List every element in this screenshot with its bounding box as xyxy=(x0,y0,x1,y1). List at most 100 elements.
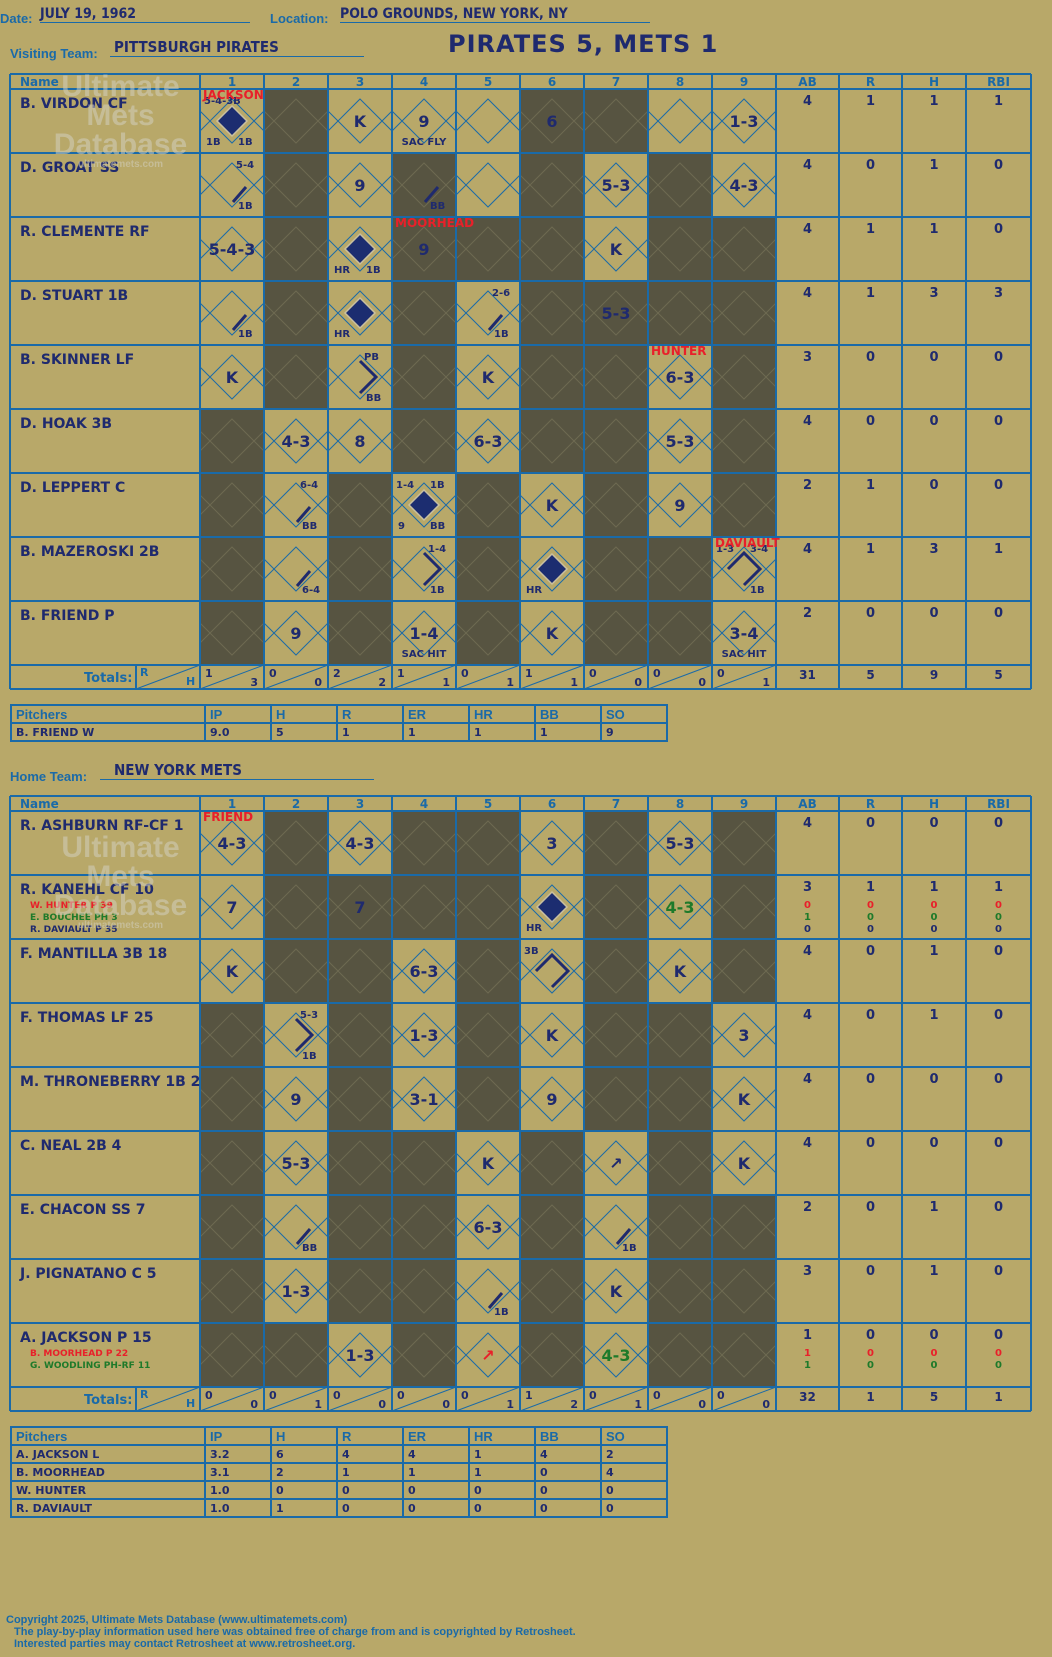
visitors-inning-hits: 1 xyxy=(506,676,514,689)
visitors-player-name: B. FRIEND P xyxy=(20,608,114,624)
home-diamond-line xyxy=(263,1088,275,1100)
visitors-diamond-line xyxy=(455,376,467,388)
home-base-diamond xyxy=(657,1332,703,1378)
home-sub-stat: 0 xyxy=(995,900,1002,911)
home-base-diamond xyxy=(209,820,255,866)
home-base-diamond xyxy=(529,1076,575,1122)
home-diamond-line xyxy=(445,842,457,854)
home-play-result: ↗ xyxy=(481,1346,494,1365)
home-pitching-header: R xyxy=(336,1426,404,1446)
visitors-basepath xyxy=(295,506,312,523)
visitors-diamond-line xyxy=(199,558,211,570)
home-diamond-line xyxy=(509,842,521,854)
home-diamond-line xyxy=(583,1152,595,1164)
home-diamond-line xyxy=(391,842,403,854)
visitors-totals-label: Totals: xyxy=(84,671,132,686)
visitors-play-note: 1B xyxy=(366,265,381,276)
home-base-diamond xyxy=(529,1140,575,1186)
home-base-diamond xyxy=(593,1140,639,1186)
home-diamond-line xyxy=(701,1226,713,1238)
home-diamond-line xyxy=(381,1088,393,1100)
visitors-play-result: 1-4 xyxy=(410,624,439,643)
visitors-diamond-line xyxy=(509,632,521,644)
home-inning-hits: 1 xyxy=(634,1398,642,1411)
visitors-diamond-line xyxy=(637,302,649,314)
visitors-stat-value: 1 xyxy=(866,222,875,237)
visitors-inning-runs: 1 xyxy=(397,667,405,680)
visitors-play-result: 5-4-3 xyxy=(209,240,256,259)
home-base-diamond xyxy=(401,1268,447,1314)
home-diamond-line xyxy=(317,1280,329,1292)
home-diamond-line xyxy=(711,1034,723,1046)
visitors-stat-value: 1 xyxy=(929,158,938,173)
visitors-inning-runs: 0 xyxy=(653,667,661,680)
visitors-base-diamond xyxy=(721,162,767,208)
home-diamond-line xyxy=(263,1216,275,1228)
home-inning-runs: 0 xyxy=(397,1389,405,1402)
home-diamond-line xyxy=(445,1354,457,1366)
visitors-diamond-line xyxy=(391,174,403,186)
visitors-diamond-line xyxy=(647,120,659,132)
home-diamond-line xyxy=(317,960,329,972)
visitors-diamond-line xyxy=(509,238,521,250)
home-diamond-line xyxy=(199,832,211,844)
visitors-diamond-line xyxy=(455,184,467,196)
visitors-totals-divider xyxy=(711,664,777,690)
visitors-diamond-line xyxy=(711,494,723,506)
visitors-basepath xyxy=(231,186,248,203)
visitors-diamond-line xyxy=(253,430,265,442)
home-column-header: 4 xyxy=(420,797,428,811)
home-sub-stat: 0 xyxy=(931,912,938,923)
visitors-diamond-line xyxy=(647,632,659,644)
home-diamond-line xyxy=(455,1098,467,1110)
visitors-diamond-line xyxy=(263,632,275,644)
visitors-column-header: Name xyxy=(20,75,59,89)
home-player-name: F. MANTILLA 3B 18 xyxy=(20,946,167,962)
visitors-diamond-line xyxy=(263,558,275,570)
visitors-diamond-line xyxy=(573,302,585,314)
visitors-base-diamond xyxy=(209,98,255,144)
visitors-diamond-line xyxy=(637,440,649,452)
home-player-name: M. THRONEBERRY 1B 2 xyxy=(20,1074,200,1090)
home-diamond-line xyxy=(199,1034,211,1046)
visitors-play-note: 1B xyxy=(750,585,765,596)
home-inning-hits: 0 xyxy=(762,1398,770,1411)
home-diamond-line xyxy=(263,1034,275,1046)
home-play-result: K xyxy=(674,962,687,981)
visitors-diamond-line xyxy=(519,248,531,260)
visitors-diamond-line xyxy=(391,558,403,570)
home-totals-divider xyxy=(135,1386,201,1412)
home-base-diamond xyxy=(401,820,447,866)
visitors-diamond-line xyxy=(199,302,211,314)
home-diamond-line xyxy=(519,1024,531,1036)
home-player-name: C. NEAL 2B 4 xyxy=(20,1138,122,1154)
home-diamond-line xyxy=(519,1216,531,1228)
home-diamond-line xyxy=(583,896,595,908)
home-base-diamond xyxy=(593,1268,639,1314)
visitors-diamond-line xyxy=(253,504,265,516)
visitors-base-diamond xyxy=(721,226,767,272)
home-pitching-header: HR xyxy=(468,1426,536,1446)
visitors-base-diamond xyxy=(401,226,447,272)
visitors-diamond-line xyxy=(199,568,211,580)
home-base-diamond xyxy=(529,1268,575,1314)
visitors-diamond-line xyxy=(509,430,521,442)
visitors-diamond-line xyxy=(701,568,713,580)
visitors-diamond-line xyxy=(711,174,723,186)
home-diamond-line xyxy=(391,906,403,918)
visitors-base-diamond xyxy=(657,610,703,656)
visitors-play-label: 3-4 xyxy=(750,544,768,555)
home-totals-h-label: H xyxy=(186,1397,195,1410)
visitors-diamond-line xyxy=(765,238,777,250)
home-base-diamond xyxy=(465,948,511,994)
home-pitching-header: BB xyxy=(534,1426,602,1446)
home-diamond-line xyxy=(765,1098,777,1110)
visitors-base-diamond xyxy=(529,162,575,208)
visitors-totals-divider xyxy=(327,664,393,690)
visitors-basepath xyxy=(487,314,504,331)
visitors-diamond-line xyxy=(509,494,521,506)
visitors-totals-divider xyxy=(519,664,585,690)
home-diamond-line xyxy=(253,1088,265,1100)
home-base-diamond xyxy=(209,1332,255,1378)
home-stat-value: 0 xyxy=(929,1328,938,1343)
